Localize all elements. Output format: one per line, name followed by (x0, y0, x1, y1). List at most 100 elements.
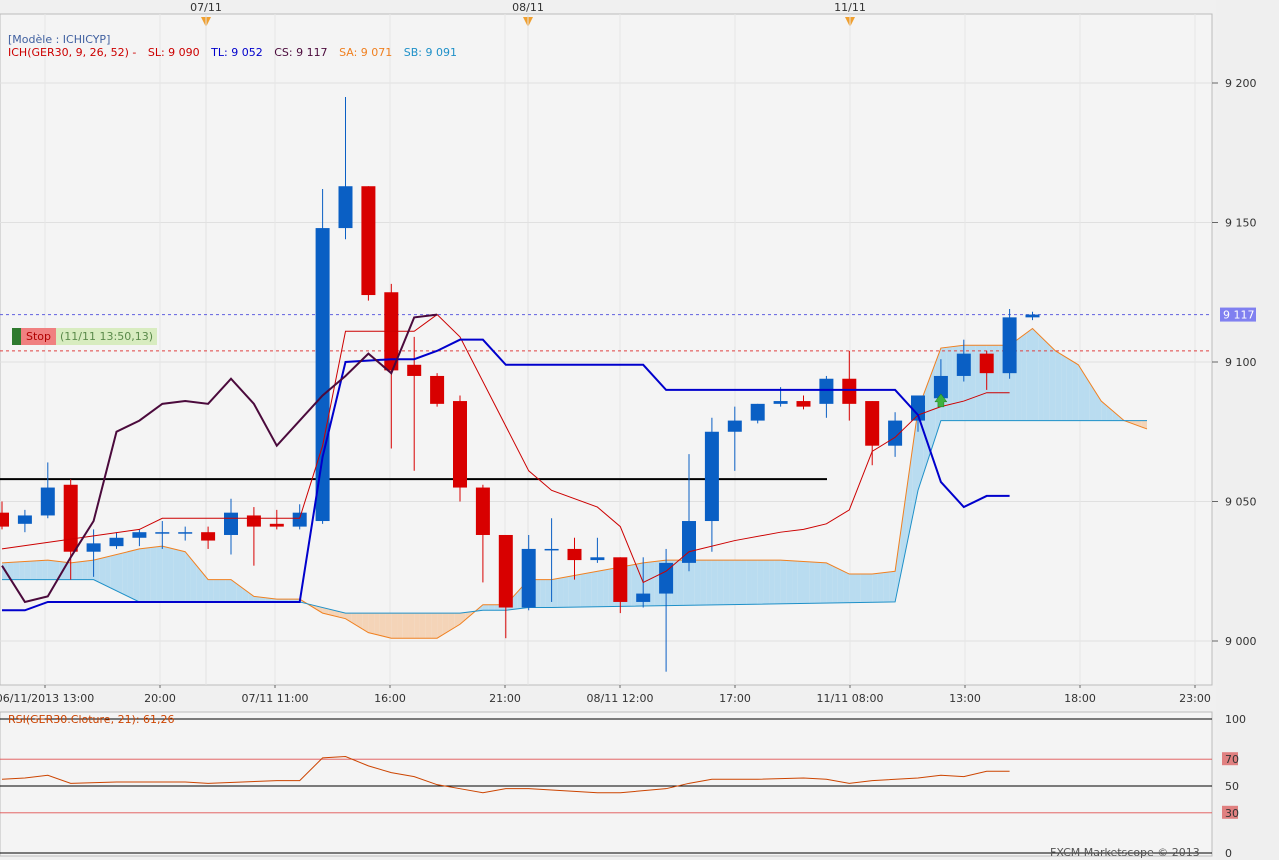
cloud-segment (419, 613, 426, 639)
cloud-segment (1026, 328, 1033, 421)
candle-body (613, 557, 628, 602)
cloud-segment (563, 576, 569, 608)
stop-order-tag[interactable]: Stop (11/11 13:50,13) (12, 328, 157, 345)
cloud-segment (179, 550, 186, 602)
cloud-segment (408, 613, 415, 639)
chikou-value: CS: 9 117 (274, 46, 328, 59)
cloud-segment (626, 564, 632, 607)
cloud-segment (70, 562, 77, 580)
span-b-line (2, 420, 1147, 614)
y-tick-label: 9 000 (1225, 635, 1257, 648)
cloud-segment (860, 574, 867, 603)
candle-body (590, 557, 605, 561)
rsi-tick-label: 30 (1225, 807, 1239, 820)
x-tick-label: 07/11 11:00 (242, 692, 309, 705)
cloud-segment (814, 562, 821, 604)
cloud-segment (557, 577, 564, 608)
cloud-segment (946, 346, 953, 421)
cloud-segment (431, 613, 438, 639)
cloud-segment (912, 409, 918, 519)
cloud-segment (1101, 401, 1107, 421)
cloud-segment (648, 561, 655, 606)
cloud-segment (47, 560, 54, 580)
cloud-segment (213, 579, 220, 602)
cloud-segment (1055, 350, 1062, 421)
cloud-segment (751, 560, 758, 605)
cloud-segment (231, 579, 237, 602)
candle-body (979, 353, 994, 374)
candle-body (17, 515, 32, 524)
cloud-segment (105, 555, 111, 588)
candle-body (430, 375, 445, 404)
x-tick-label: 21:00 (489, 692, 521, 705)
ichimoku-name: ICH(GER30, 9, 26, 52) - (8, 46, 137, 59)
cloud-segment (1072, 361, 1079, 421)
chikou-line (1, 313, 438, 604)
cloud-segment (42, 560, 48, 580)
candle-body (132, 532, 147, 538)
cloud-segment (385, 613, 392, 639)
cloud-segment (93, 558, 100, 583)
span-a-value: SA: 9 071 (339, 46, 393, 59)
x-tick-label: 16:00 (374, 692, 406, 705)
cloud-segment (820, 562, 827, 604)
cloud-segment (792, 560, 798, 604)
cloud-segment (494, 604, 501, 611)
cloud-segment (225, 579, 231, 602)
cloud-segment (53, 560, 60, 580)
cloud-segment (511, 592, 518, 610)
rsi-level-box (1222, 752, 1238, 766)
cloud-segment (116, 553, 123, 594)
cloud-segment (339, 611, 346, 619)
candle-body (682, 521, 696, 563)
cloud-segment (832, 565, 838, 603)
cloud-segment (24, 561, 31, 580)
rsi-tick-label: 0 (1225, 847, 1232, 860)
cloud-segment (545, 579, 552, 608)
cloud-segment (803, 561, 810, 604)
cloud-segment (683, 560, 689, 606)
cloud-segment (889, 571, 896, 603)
cloud-segment (1021, 332, 1027, 421)
candle-body (475, 487, 490, 535)
candle-body (178, 532, 193, 534)
cloud-segment (677, 560, 684, 606)
cloud-segment (110, 554, 117, 591)
candle-body (498, 534, 513, 608)
y-tick-label: 9 050 (1225, 496, 1257, 509)
cloud-segment (1078, 364, 1085, 421)
cloud-segment (402, 613, 409, 639)
span-b-value: SB: 9 091 (403, 46, 458, 59)
cloud-segment (1084, 373, 1090, 421)
cloud-segment (895, 530, 901, 602)
tenkan-value: SL: 9 090 (147, 46, 200, 59)
candle-body (704, 431, 719, 522)
rsi-tick-label: 70 (1225, 753, 1239, 766)
cloud-segment (1015, 336, 1022, 421)
cloud-segment (1032, 328, 1039, 421)
cloud-segment (1038, 334, 1044, 421)
cloud-segment (689, 560, 695, 606)
candle-body (315, 228, 330, 522)
rsi-tick-label: 50 (1225, 780, 1239, 793)
candle-body (155, 532, 170, 534)
cloud-segment (998, 345, 1004, 421)
cloud-segment (711, 560, 718, 605)
candle-body (544, 548, 559, 551)
cloud-segment (585, 572, 592, 607)
cloud-segment (162, 546, 169, 602)
cloud-segment (603, 569, 609, 607)
cloud-segment (729, 560, 735, 605)
candle-body (224, 512, 238, 535)
candle-body (86, 543, 101, 552)
cloud-segment (568, 575, 575, 608)
cloud-segment (437, 613, 443, 639)
y-tick-label: 9 150 (1225, 217, 1257, 230)
candle-body (956, 353, 971, 376)
cloud-segment (671, 560, 678, 606)
cloud-segment (1049, 345, 1056, 421)
cloud-segment (219, 579, 226, 602)
cloud-segment (723, 560, 730, 605)
cloud-segment (608, 568, 615, 607)
